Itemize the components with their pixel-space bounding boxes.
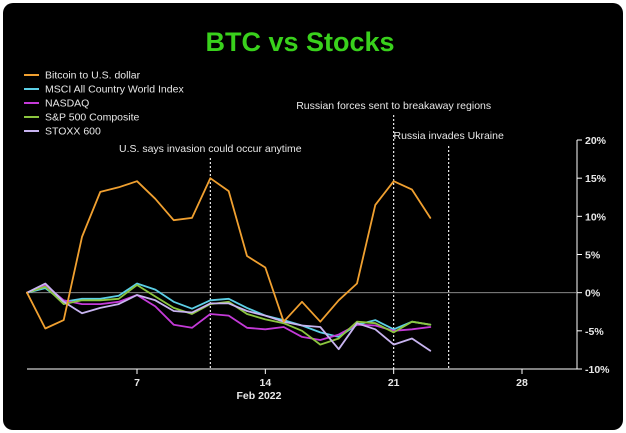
x-axis: 7 14 21 28 (27, 368, 577, 389)
series-line-bitcoin-to-u-s-dollar (26, 177, 432, 330)
chart-title: BTC vs Stocks (205, 27, 394, 57)
legend-item-label: S&P 500 Composite (45, 112, 140, 124)
legend-item-label: Bitcoin to U.S. dollar (45, 70, 141, 82)
x-tick-label: 28 (516, 377, 528, 389)
y-tick-label: 10% (585, 211, 607, 223)
legend-item-label: STOXX 600 (45, 126, 101, 138)
series-line-msci-all-country-world-index (26, 282, 432, 338)
event-annotation: Russia invades Ukraine (394, 130, 504, 142)
x-tick-label: 7 (134, 377, 140, 389)
chart-frame: BTC vs Stocks Bitcoin to U.S. dollar MSCI… (3, 3, 623, 430)
line-chart: BTC vs Stocks Bitcoin to U.S. dollar MSCI… (24, 27, 610, 402)
x-tick-label: 14 (259, 377, 271, 389)
series-line-s-p-500-composite (26, 284, 432, 346)
legend: Bitcoin to U.S. dollar MSCI All Country W… (24, 70, 184, 138)
y-tick-label: 20% (585, 135, 607, 147)
event-annotation: U.S. says invasion could occur anytime (119, 143, 302, 155)
y-tick-label: 0% (585, 288, 601, 300)
y-tick-label: 5% (585, 250, 601, 262)
x-axis-label: Feb 2022 (237, 390, 282, 402)
event-annotation: Russian forces sent to breakaway regions (296, 100, 491, 112)
series-lines (26, 177, 432, 352)
y-tick-label: -5% (585, 326, 604, 338)
legend-item-label: NASDAQ (45, 98, 89, 110)
y-axis: 20% 15% 10% 5% 0% -5% -10% (27, 135, 610, 376)
event-markers: U.S. says invasion could occur anytime Ru… (119, 100, 504, 369)
legend-item-label: MSCI All Country World Index (45, 84, 184, 96)
series-line-stoxx-600 (26, 282, 432, 352)
y-tick-label: 15% (585, 173, 607, 185)
y-tick-label: -10% (585, 364, 610, 376)
x-tick-label: 21 (388, 377, 400, 389)
